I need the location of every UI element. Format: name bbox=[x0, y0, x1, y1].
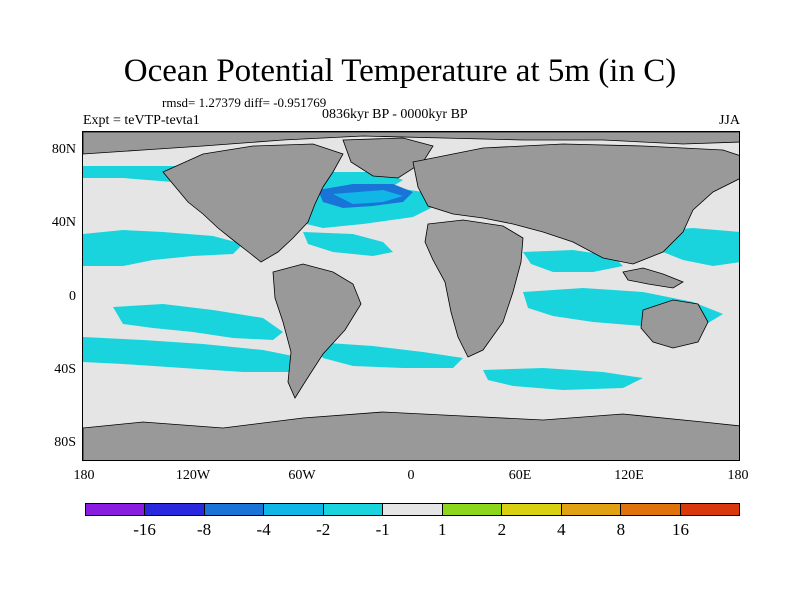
experiment-label: Expt = teVTP-tevta1 bbox=[83, 113, 200, 128]
cyan-southern-indian bbox=[483, 368, 643, 390]
lon-label-0: 0 bbox=[407, 468, 415, 483]
lat-label-equator: 0 bbox=[69, 289, 76, 304]
colorbar-segment-7 bbox=[502, 504, 562, 515]
colorbar-segment-5 bbox=[383, 504, 443, 515]
colorbar-label: -16 bbox=[133, 520, 156, 539]
colorbar-segment-9 bbox=[621, 504, 681, 515]
colorbar-segment-10 bbox=[680, 504, 739, 515]
north-america bbox=[162, 143, 344, 263]
cyan-south-pacific-east bbox=[113, 304, 283, 340]
lat-label-80n: 80N bbox=[51, 142, 76, 157]
colorbar-segment-0 bbox=[86, 504, 146, 515]
colorbar bbox=[85, 503, 740, 516]
colorbar-segment-4 bbox=[323, 504, 384, 515]
maritime-continent bbox=[622, 267, 684, 289]
lon-label-120w: 120W bbox=[175, 468, 211, 483]
cyan-southern-ocean-pacific bbox=[83, 337, 303, 372]
arctic-cap bbox=[83, 132, 739, 155]
lon-label-180w: 180 bbox=[73, 468, 95, 483]
colorbar-segment-8 bbox=[561, 504, 622, 515]
colorbar-label: 8 bbox=[616, 520, 626, 539]
lon-label-60w: 60W bbox=[288, 468, 316, 483]
south-america bbox=[272, 263, 362, 399]
lat-label-40n: 40N bbox=[51, 215, 76, 230]
period-label: 0836kyr BP - 0000kyr BP bbox=[322, 107, 468, 122]
eurasia bbox=[412, 143, 739, 265]
colorbar-label: -4 bbox=[256, 520, 271, 539]
colorbar-segment-6 bbox=[442, 504, 503, 515]
africa bbox=[424, 219, 524, 358]
blue-light-atlantic bbox=[333, 190, 403, 204]
cyan-north-pacific-east bbox=[83, 230, 243, 266]
greenland bbox=[342, 137, 434, 179]
cyan-south-atlantic bbox=[313, 342, 463, 368]
lon-label-120e: 120E bbox=[614, 468, 644, 483]
lon-label-60e: 60E bbox=[508, 468, 532, 483]
colorbar-label: -2 bbox=[316, 520, 331, 539]
colorbar-label: 4 bbox=[557, 520, 566, 539]
colorbar-label: -1 bbox=[375, 520, 390, 539]
cyan-mid-atlantic bbox=[303, 232, 393, 256]
colorbar-label: -8 bbox=[196, 520, 212, 539]
land-masses bbox=[83, 132, 739, 460]
map-title: Ocean Potential Temperature at 5m (in C) bbox=[123, 53, 677, 89]
australia bbox=[640, 299, 709, 349]
antarctica bbox=[83, 411, 739, 460]
colorbar-segment-2 bbox=[204, 504, 265, 515]
colorbar-segment-1 bbox=[145, 504, 205, 515]
ocean-temperature-map bbox=[82, 131, 740, 461]
lon-label-180e: 180 bbox=[727, 468, 749, 483]
lat-label-80s: 80S bbox=[54, 435, 76, 450]
season-label: JJA bbox=[718, 113, 740, 128]
rmsd-diff-stats: rmsd= 1.27379 diff= -0.951769 bbox=[162, 95, 327, 110]
map-canvas bbox=[83, 132, 739, 460]
colorbar-label: 16 bbox=[671, 520, 689, 539]
colorbar-label: 2 bbox=[497, 520, 507, 539]
lat-label-40s: 40S bbox=[54, 362, 76, 377]
colorbar-segment-3 bbox=[264, 504, 324, 515]
colorbar-label: 1 bbox=[438, 520, 447, 539]
